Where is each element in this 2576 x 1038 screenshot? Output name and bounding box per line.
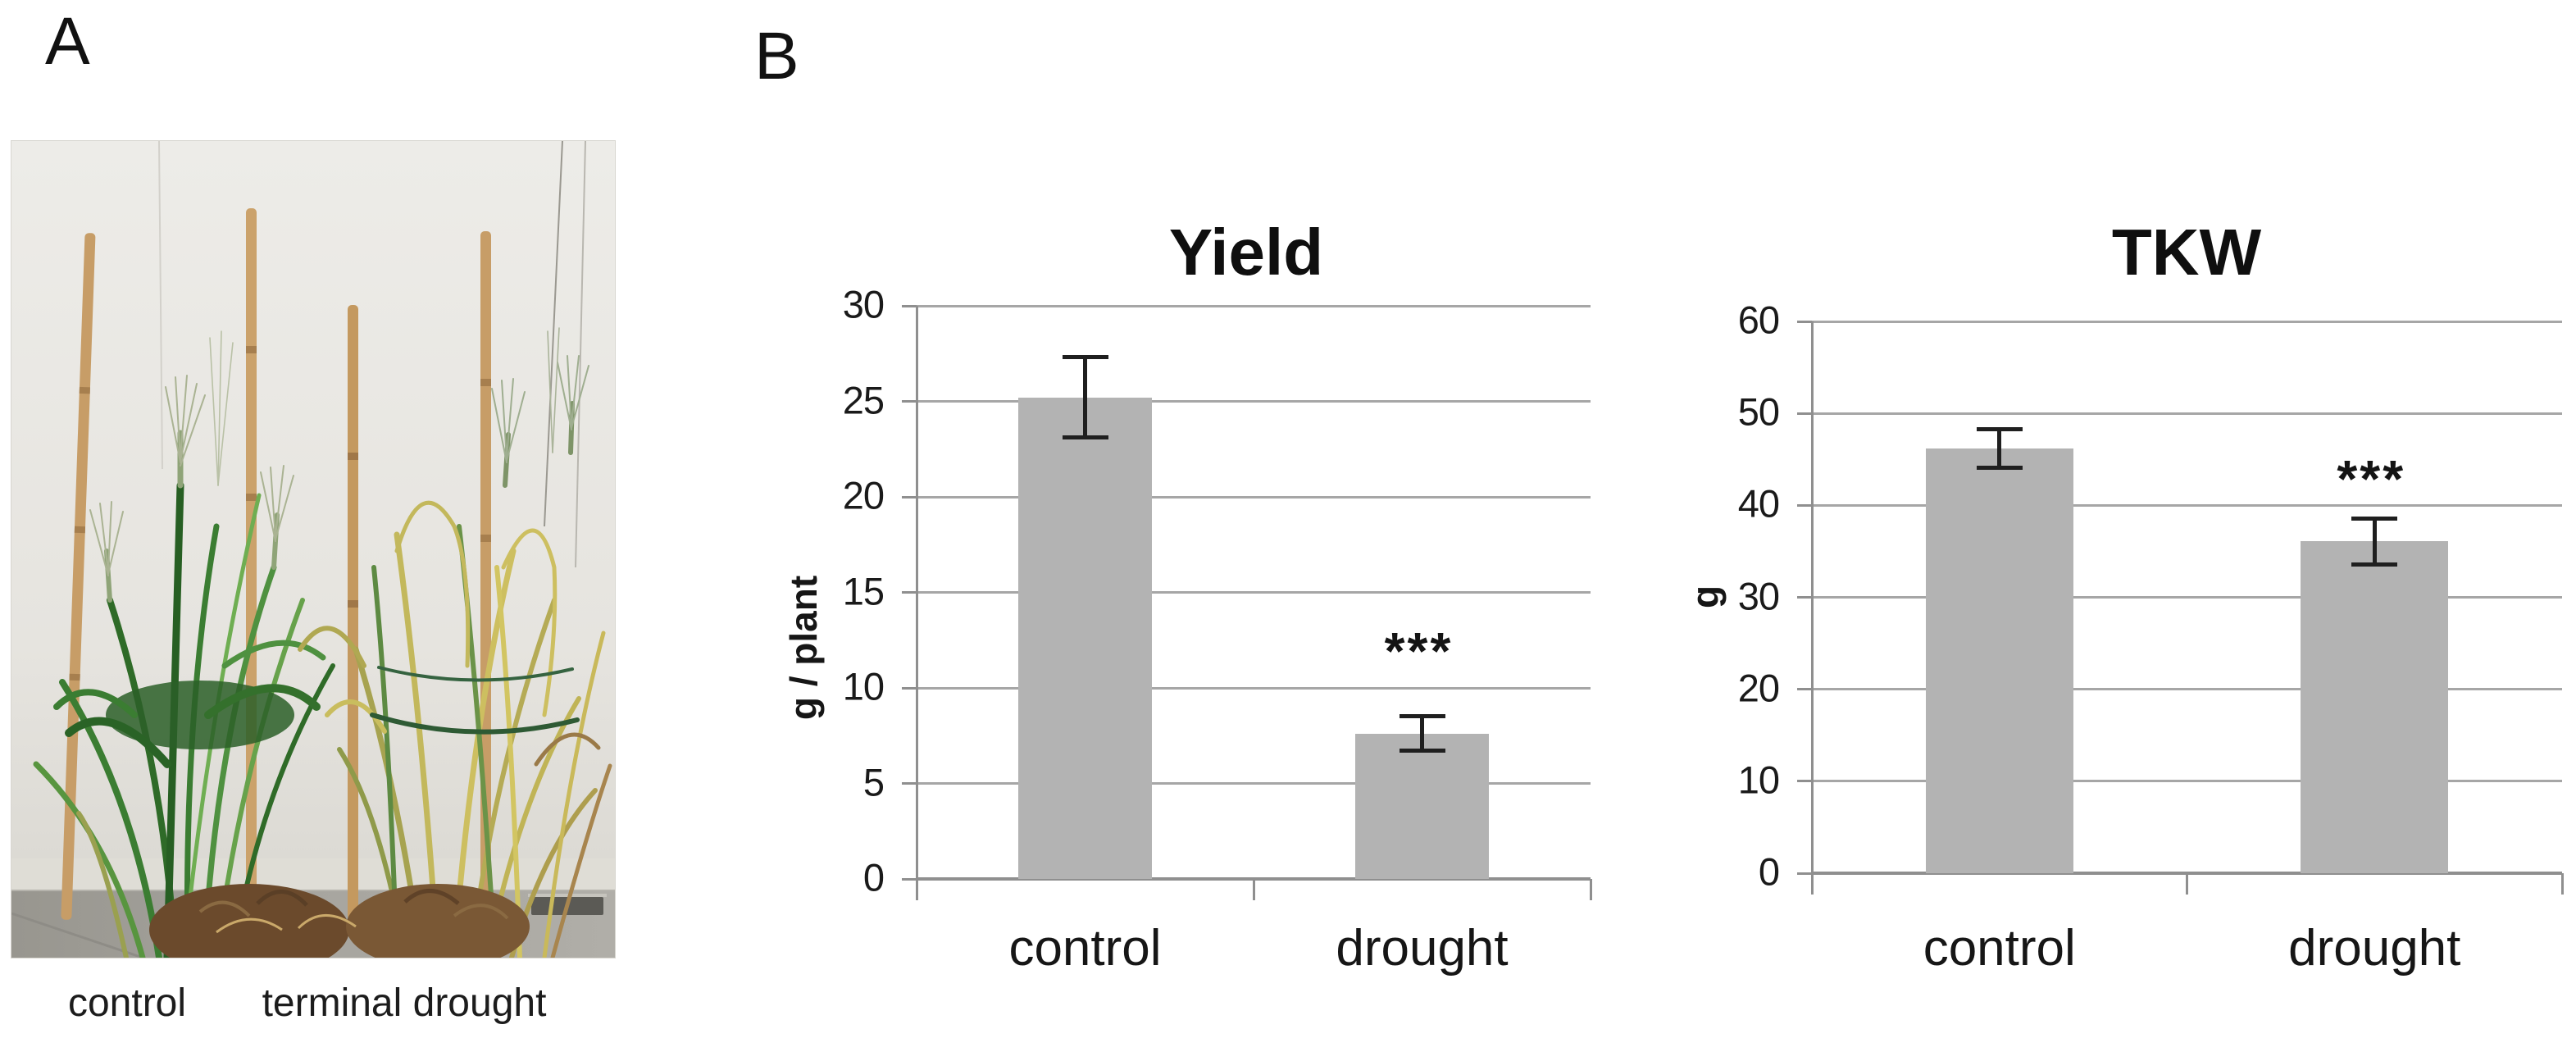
x-axis-tick bbox=[2560, 873, 2564, 895]
bar-control bbox=[1925, 448, 2073, 873]
barley-spikes-right bbox=[491, 327, 589, 488]
error-bar-cap-top bbox=[1399, 714, 1445, 719]
x-axis-tick bbox=[2186, 873, 2188, 895]
y-axis-title: g / plant bbox=[782, 575, 825, 721]
y-tick-mark bbox=[902, 782, 917, 785]
y-tick-label: 40 bbox=[1737, 481, 1780, 526]
category-label-control: control bbox=[1008, 920, 1162, 977]
category-label-drought: drought bbox=[2288, 920, 2461, 977]
error-bar-line bbox=[2372, 518, 2377, 565]
y-tick-label: 30 bbox=[1737, 574, 1780, 618]
gridline bbox=[917, 304, 1591, 307]
error-bar-cap-bottom bbox=[2351, 562, 2398, 567]
panel-a-label: A bbox=[45, 4, 90, 79]
y-tick-label: 20 bbox=[1737, 666, 1780, 710]
y-axis-title: g bbox=[1684, 585, 1727, 609]
y-tick-label: 25 bbox=[842, 378, 885, 422]
gridline bbox=[1812, 596, 2562, 599]
error-bar-cap-bottom bbox=[1399, 749, 1445, 753]
y-tick-mark bbox=[1797, 688, 1812, 691]
soil-mounds bbox=[149, 884, 530, 958]
y-tick-label: 0 bbox=[862, 855, 885, 899]
error-bar-cap-bottom bbox=[1976, 465, 2023, 470]
y-tick-label: 15 bbox=[842, 569, 885, 613]
error-bar-line bbox=[1420, 716, 1424, 751]
error-bar-line bbox=[1083, 357, 1087, 438]
gridline bbox=[917, 782, 1591, 785]
y-tick-mark bbox=[902, 591, 917, 594]
caption-terminal-drought: terminal drought bbox=[262, 981, 547, 1025]
category-label-drought: drought bbox=[1336, 920, 1509, 977]
plants-photo bbox=[11, 140, 616, 958]
y-tick-label: 10 bbox=[842, 664, 885, 708]
chart-title-yield: Yield bbox=[1168, 216, 1324, 289]
y-tick-mark bbox=[902, 400, 917, 403]
y-tick-label: 50 bbox=[1737, 389, 1780, 434]
significance-stars: *** bbox=[2337, 449, 2406, 508]
significance-stars: *** bbox=[1384, 621, 1454, 681]
bar-drought bbox=[1355, 733, 1489, 879]
gridline bbox=[917, 495, 1591, 499]
gridline bbox=[1812, 320, 2562, 323]
y-tick-mark bbox=[902, 495, 917, 499]
y-tick-mark bbox=[1797, 780, 1812, 783]
y-tick-label: 20 bbox=[842, 473, 885, 517]
gridline bbox=[1812, 688, 2562, 691]
y-tick-label: 0 bbox=[1758, 849, 1780, 894]
y-tick-mark bbox=[1797, 320, 1812, 323]
bar-control bbox=[1018, 397, 1152, 879]
x-axis-tick bbox=[915, 879, 918, 900]
gridline bbox=[1812, 412, 2562, 415]
y-tick-mark bbox=[902, 686, 917, 690]
y-axis-line bbox=[1810, 321, 1814, 873]
gridline bbox=[1812, 780, 2562, 783]
error-bar-line bbox=[1997, 429, 2002, 468]
y-tick-mark bbox=[902, 304, 917, 307]
error-bar-cap-bottom bbox=[1062, 435, 1108, 440]
y-axis-line bbox=[915, 306, 918, 879]
bar-drought bbox=[2301, 541, 2449, 873]
gridline bbox=[917, 400, 1591, 403]
gridline bbox=[1812, 503, 2562, 507]
x-axis-tick bbox=[1589, 879, 1592, 900]
y-tick-label: 5 bbox=[862, 760, 885, 804]
y-tick-mark bbox=[1797, 412, 1812, 415]
x-axis-tick bbox=[1252, 879, 1255, 900]
error-bar-cap-top bbox=[1976, 426, 2023, 431]
gridline bbox=[917, 686, 1591, 690]
barley-spikes-left bbox=[89, 330, 294, 603]
error-bar-cap-top bbox=[1062, 355, 1108, 360]
y-tick-mark bbox=[1797, 503, 1812, 507]
panel-b-label: B bbox=[754, 19, 799, 93]
y-tick-label: 30 bbox=[842, 282, 885, 326]
caption-control: control bbox=[67, 981, 187, 1025]
y-tick-mark bbox=[902, 877, 917, 881]
x-axis-tick bbox=[1810, 873, 1814, 895]
y-tick-label: 60 bbox=[1737, 298, 1780, 342]
category-label-control: control bbox=[1923, 920, 2076, 977]
y-tick-label: 10 bbox=[1737, 758, 1780, 802]
chart-title-tkw: TKW bbox=[2111, 216, 2262, 289]
y-tick-mark bbox=[1797, 596, 1812, 599]
gridline bbox=[917, 591, 1591, 594]
error-bar-cap-top bbox=[2351, 516, 2398, 521]
y-tick-mark bbox=[1797, 872, 1812, 875]
